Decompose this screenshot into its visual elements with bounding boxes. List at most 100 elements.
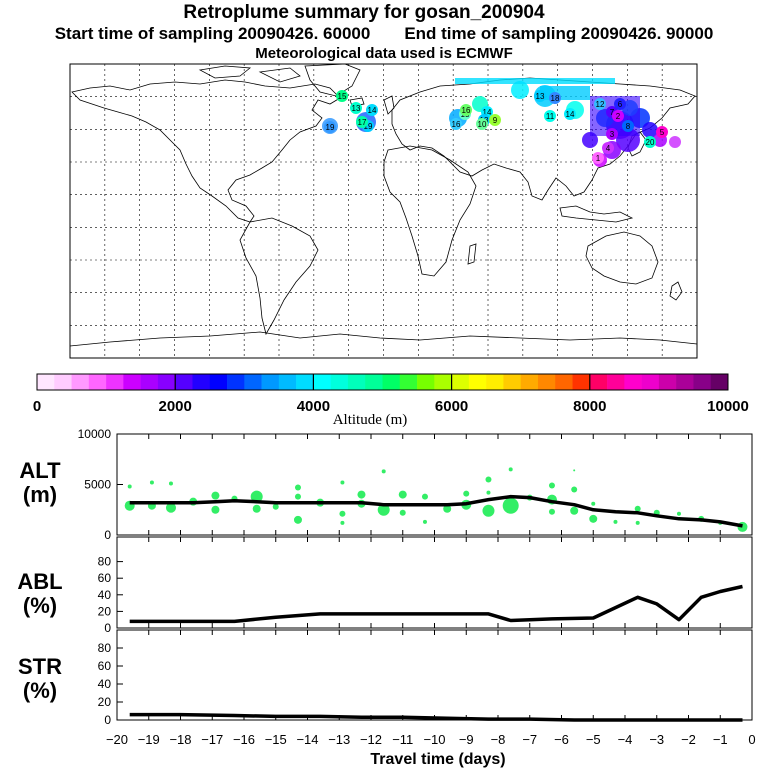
x-tick-label: −10: [423, 732, 445, 747]
altitude-point: [294, 484, 301, 491]
x-tick-label: −7: [522, 732, 537, 747]
plume-day-label: 11: [546, 112, 555, 121]
plume-day-marker: [549, 92, 561, 104]
plume-day-label: 20: [646, 138, 655, 147]
altitude-point: [676, 511, 681, 516]
colorbar-swatch: [227, 374, 245, 390]
y-tick-label: 60: [98, 659, 112, 673]
plume-day-marker: [614, 98, 626, 110]
altitude-point: [591, 501, 596, 506]
y-tick-label: 5000: [84, 478, 111, 492]
plume-day-label: 8: [626, 122, 631, 131]
x-tick-label: −4: [618, 732, 633, 747]
plume-day-label: 14: [368, 106, 377, 115]
plume-day-marker: [644, 136, 656, 148]
colorbar-axis-label: Altitude (m): [333, 412, 408, 428]
altitude-point: [272, 503, 279, 510]
colorbar-swatch: [572, 374, 591, 390]
x-tick-label: −3: [649, 732, 664, 747]
plume-day-marker: [606, 128, 618, 140]
x-axis-label: Travel time (days): [370, 751, 505, 768]
time-series-panels: 0500010000ALT(m)020406080ABL(%)020406080…: [17, 427, 755, 768]
x-tick-label: −1: [713, 732, 728, 747]
altitude-point: [340, 520, 345, 525]
plume-day-label: 5: [660, 128, 665, 137]
altitude-point: [377, 503, 390, 516]
plume-day-label: 14: [483, 108, 492, 117]
colorbar-swatch: [382, 374, 401, 390]
x-tick-label: −14: [296, 732, 318, 747]
colorbar-tick-label: 10000: [707, 398, 749, 415]
plume-day-label: 16: [452, 120, 461, 129]
colorbar-swatch: [209, 374, 228, 390]
x-tick-label: −15: [265, 732, 287, 747]
colorbar-swatch: [88, 374, 107, 390]
panel-frame: [116, 629, 753, 721]
plume-day-label: 7: [610, 108, 615, 117]
altitude-point: [381, 469, 386, 474]
x-tick-label: −19: [138, 732, 160, 747]
altitude-point: [293, 515, 302, 524]
colorbar-swatch: [624, 374, 642, 390]
altitude-point: [443, 504, 452, 513]
y-tick-label: 80: [98, 641, 112, 655]
y-tick-label: 40: [98, 588, 112, 602]
series-line: [129, 494, 743, 528]
plume-day-marker: [544, 110, 556, 122]
colorbar-swatch: [313, 374, 331, 390]
altitude-point: [463, 490, 470, 497]
colorbar-tick-label: 6000: [435, 398, 468, 415]
met-data-label: Meteorological data used is ECMWF: [255, 45, 513, 62]
plume-day-label: 13: [352, 104, 361, 113]
altitude-point: [340, 480, 345, 485]
y-tick-label: 20: [98, 604, 112, 618]
plume-day-marker: [366, 104, 378, 116]
panel-frame: [116, 433, 753, 536]
start-time-label: Start time of sampling 20090426. 60000: [54, 24, 371, 43]
plume-band: [455, 78, 615, 84]
colorbar-swatch: [658, 374, 677, 390]
colorbar-swatch: [71, 374, 90, 390]
plume-day-label: 4: [606, 144, 611, 153]
altitude-point: [502, 497, 519, 514]
x-tick-label: −17: [201, 732, 223, 747]
x-tick-label: −2: [681, 732, 696, 747]
colorbar-swatch: [106, 374, 124, 390]
plume-day-marker: [350, 102, 362, 114]
colorbar-swatch: [468, 374, 487, 390]
plume-day-marker: [612, 110, 624, 122]
panel-label: ABL: [17, 569, 62, 594]
colorbar-swatch: [37, 374, 55, 390]
panel-unit-label: (%): [23, 593, 57, 618]
plume-day-label: 15: [338, 92, 347, 101]
colorbar-tick-label: 0: [33, 398, 41, 415]
altitude-point: [149, 480, 154, 485]
colorbar-swatch: [278, 374, 297, 390]
chart-title: Retroplume summary for gosan_200904: [183, 2, 545, 23]
altitude-point: [398, 490, 407, 499]
plume-day-marker: [476, 118, 488, 130]
colorbar-swatch: [434, 374, 452, 390]
colorbar-swatch: [607, 374, 625, 390]
plume-day-marker: [602, 142, 614, 154]
altitude-point: [357, 490, 366, 499]
colorbar-swatch: [261, 374, 280, 390]
colorbar-swatch: [641, 374, 660, 390]
colorbar-frame: [36, 373, 729, 391]
altitude-point: [570, 506, 579, 515]
plume-day-label: 6: [618, 100, 623, 109]
series-line: [129, 584, 743, 624]
sampling-times: Start time of sampling 20090426. 60000 En…: [0, 24, 768, 44]
colorbar-swatch: [589, 374, 608, 390]
panel-label: STR: [18, 654, 62, 679]
panel-label: ALT: [19, 458, 61, 483]
altitude-point: [482, 504, 495, 517]
plume-blob: [642, 122, 658, 138]
x-tick-label: −16: [233, 732, 255, 747]
plume-day-label: 13: [536, 92, 545, 101]
altitude-point: [635, 520, 640, 525]
plume-day-label: 17: [358, 118, 367, 127]
altitude-point: [573, 469, 576, 472]
altitude-point: [399, 509, 406, 516]
panel-unit-label: (%): [23, 678, 57, 703]
